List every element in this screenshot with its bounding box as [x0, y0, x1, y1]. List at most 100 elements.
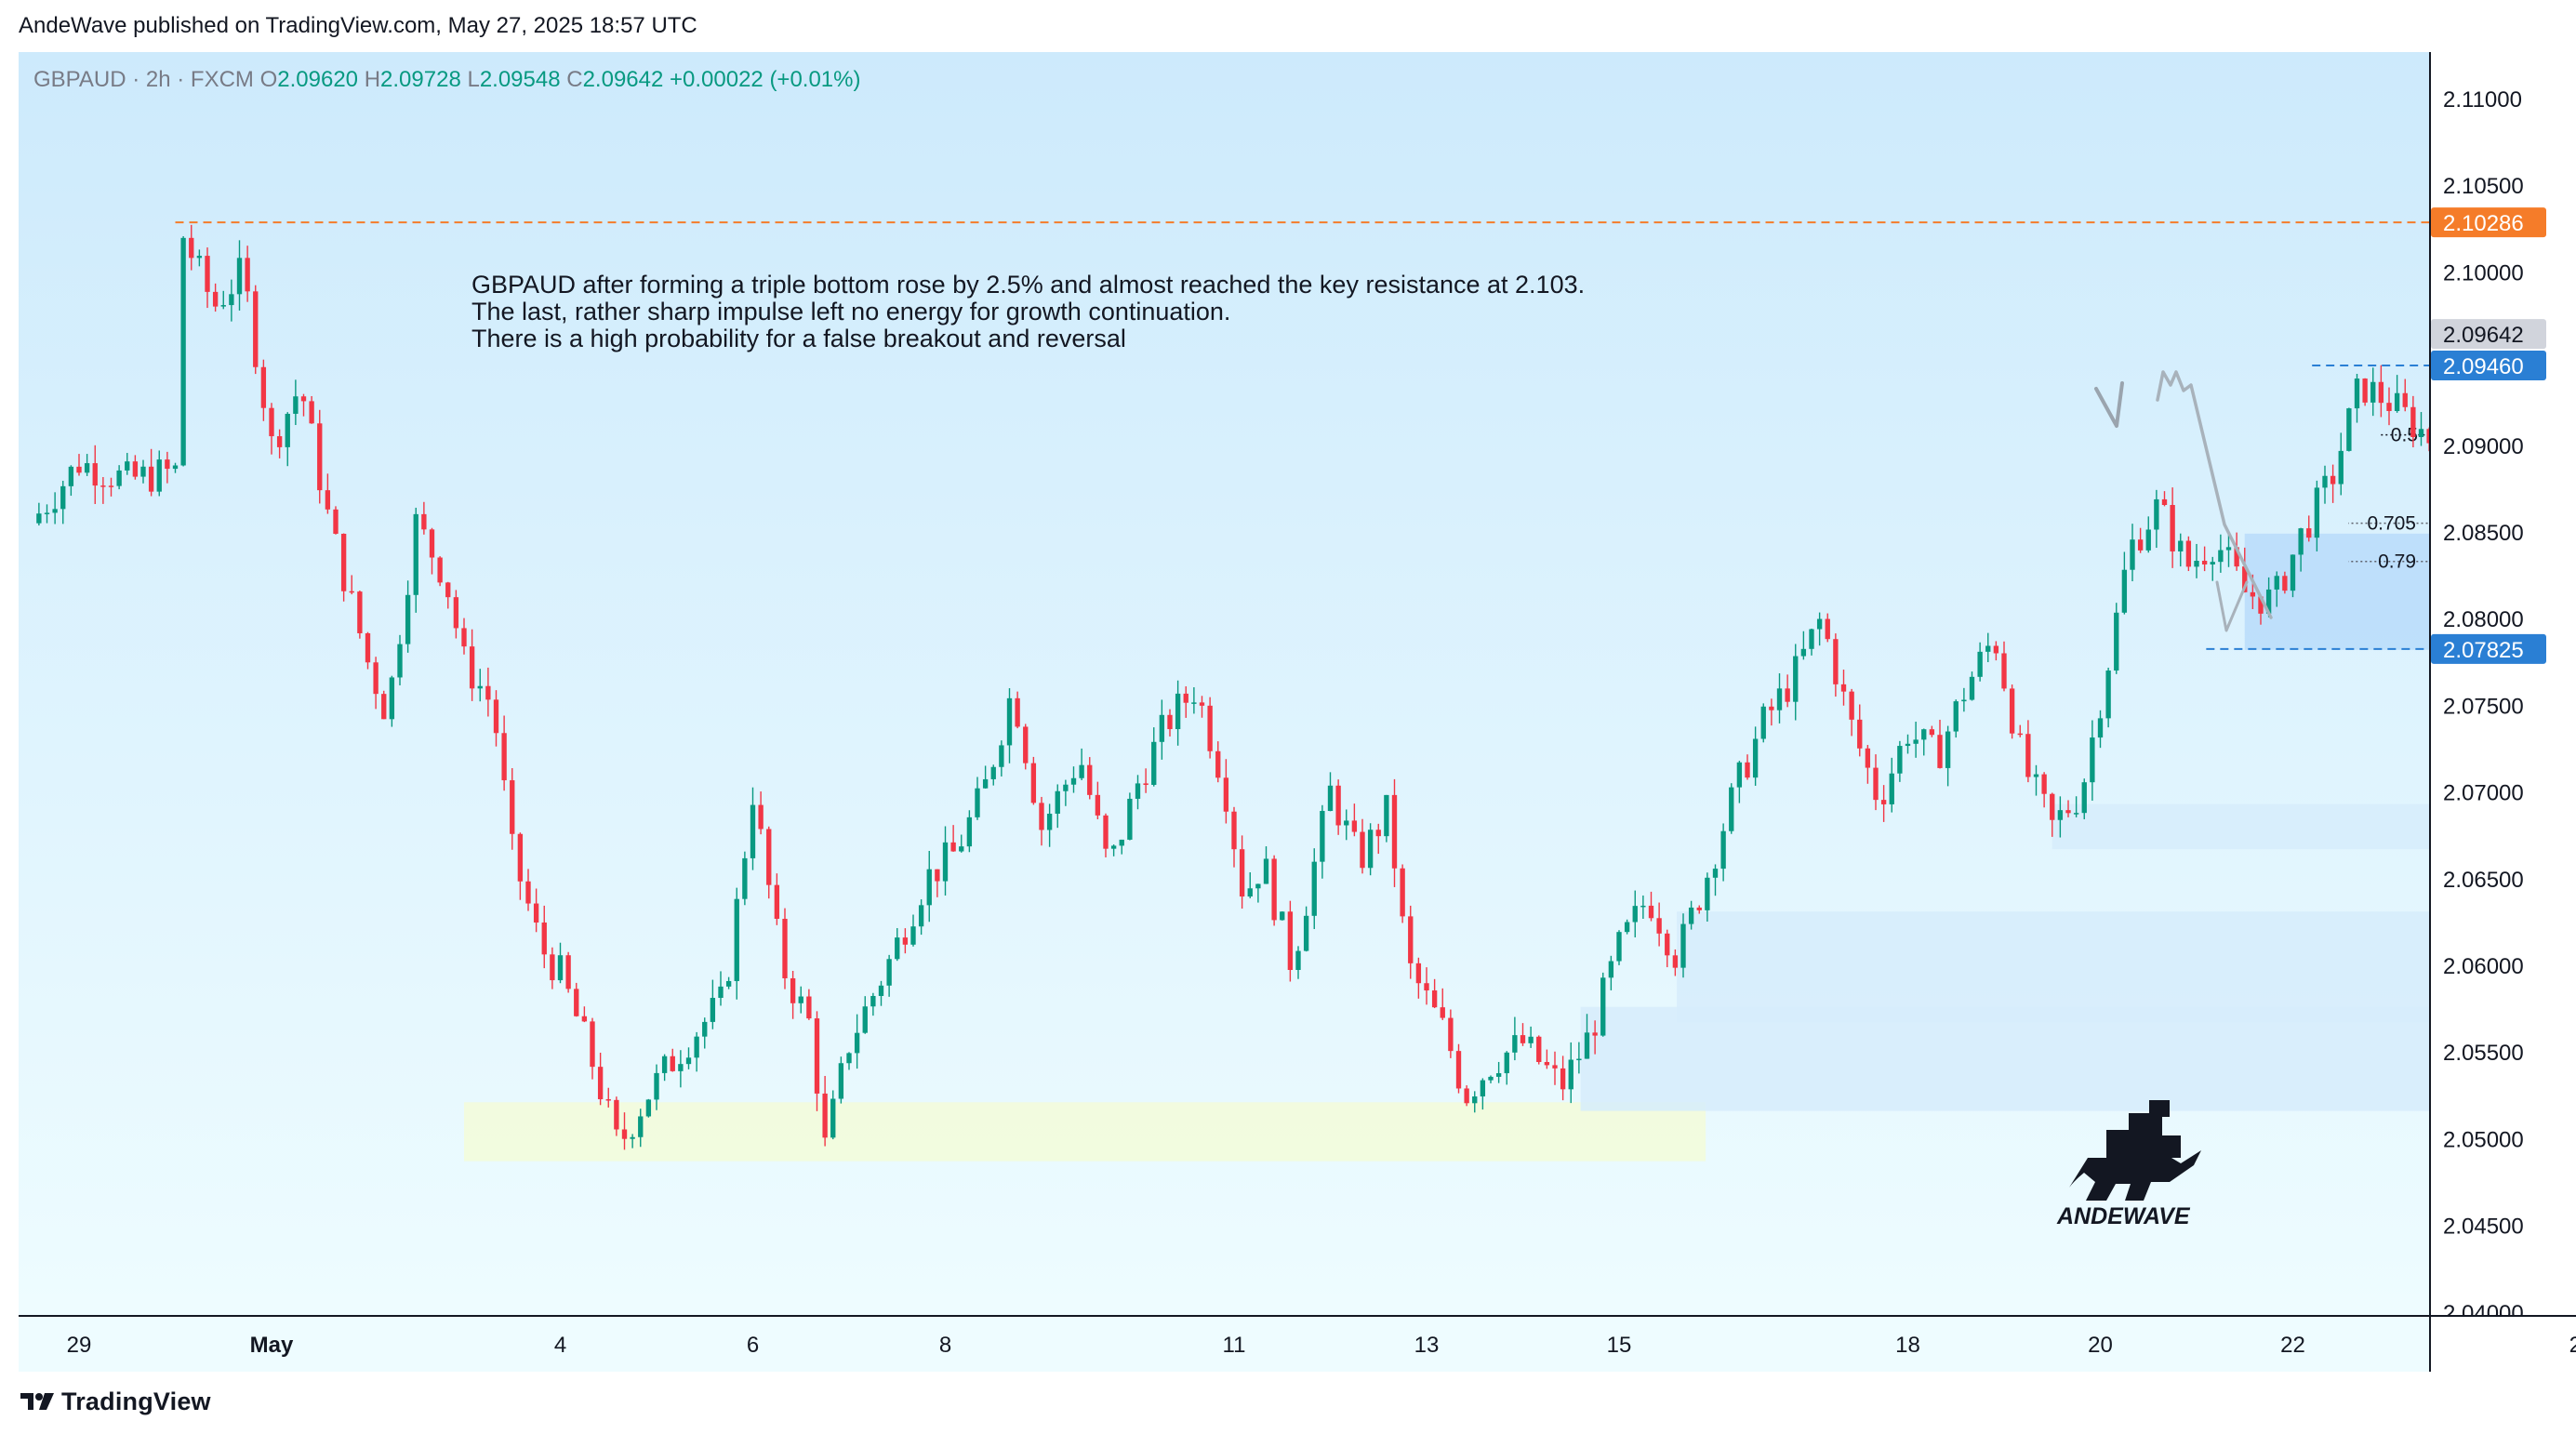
candle-body[interactable] — [1873, 767, 1879, 801]
candle-body[interactable] — [1110, 845, 1117, 849]
candle-body[interactable] — [2145, 529, 2151, 551]
candle-body[interactable] — [1023, 726, 1029, 763]
candle-body[interactable] — [966, 817, 973, 847]
candle-body[interactable] — [886, 959, 892, 986]
candle-body[interactable] — [1391, 794, 1398, 869]
candle-body[interactable] — [870, 995, 876, 1007]
candle-body[interactable] — [758, 804, 764, 830]
candle-body[interactable] — [2025, 734, 2031, 777]
candle-body[interactable] — [1600, 977, 1606, 1036]
candle-body[interactable] — [333, 509, 339, 534]
candle-body[interactable] — [325, 490, 331, 510]
candle-body[interactable] — [245, 258, 250, 292]
candle-body[interactable] — [293, 396, 299, 414]
candle-body[interactable] — [2459, 461, 2463, 483]
candle-body[interactable] — [1568, 1059, 1573, 1090]
candle-body[interactable] — [2467, 482, 2472, 484]
candle-body[interactable] — [1977, 651, 1983, 677]
candle-body[interactable] — [156, 459, 162, 492]
candle-body[interactable] — [1351, 820, 1358, 832]
candle-body[interactable] — [935, 869, 940, 882]
candle-body[interactable] — [276, 436, 283, 447]
candle-body[interactable] — [60, 485, 66, 510]
candle-body[interactable] — [2563, 567, 2568, 590]
candle-body[interactable] — [1247, 888, 1253, 897]
candle-body[interactable] — [1897, 746, 1903, 774]
candle-body[interactable] — [1833, 639, 1839, 684]
candle-body[interactable] — [2154, 498, 2159, 530]
projection-arrow-secondary[interactable] — [2156, 370, 2273, 619]
candle-body[interactable] — [125, 461, 130, 471]
candle-body[interactable] — [365, 632, 371, 663]
candle-body[interactable] — [100, 485, 106, 487]
candle-body[interactable] — [445, 582, 451, 598]
candle-body[interactable] — [1480, 1080, 1486, 1097]
candle-body[interactable] — [1055, 790, 1060, 814]
candle-body[interactable] — [2475, 484, 2479, 485]
candle-body[interactable] — [1640, 905, 1646, 908]
candle-body[interactable] — [340, 533, 347, 591]
candle-body[interactable] — [910, 926, 916, 945]
candle-body[interactable] — [1223, 777, 1229, 812]
candle-body[interactable] — [1311, 861, 1317, 916]
candle-body[interactable] — [1215, 750, 1221, 778]
candle-body[interactable] — [557, 955, 564, 981]
candle-body[interactable] — [895, 937, 900, 960]
candle-body[interactable] — [381, 694, 387, 720]
candle-body[interactable] — [1560, 1068, 1566, 1090]
candle-body[interactable] — [806, 996, 812, 1019]
candle-body[interactable] — [2137, 539, 2144, 551]
candle-body[interactable] — [2201, 561, 2208, 564]
candle-body[interactable] — [1816, 618, 1823, 630]
candle-body[interactable] — [2274, 576, 2279, 590]
candle-body[interactable] — [2346, 408, 2352, 451]
candle-body[interactable] — [317, 423, 323, 491]
candle-body[interactable] — [2114, 612, 2119, 671]
candle-body[interactable] — [373, 662, 378, 695]
candle-body[interactable] — [1576, 1058, 1582, 1061]
candle-body[interactable] — [1030, 763, 1037, 803]
candle-body[interactable] — [1263, 858, 1269, 884]
candle-body[interactable] — [975, 788, 980, 817]
candle-body[interactable] — [1696, 907, 1702, 910]
candle-body[interactable] — [1656, 918, 1662, 934]
candle-body[interactable] — [1360, 831, 1365, 869]
candle-body[interactable] — [1119, 839, 1124, 846]
candle-body[interactable] — [140, 466, 146, 477]
candle-body[interactable] — [959, 846, 964, 852]
candle-body[interactable] — [645, 1099, 652, 1117]
candle-body[interactable] — [2225, 547, 2232, 551]
candle-body[interactable] — [1953, 701, 1959, 732]
candle-body[interactable] — [453, 597, 459, 629]
candle-body[interactable] — [1271, 858, 1277, 921]
candle-body[interactable] — [2218, 550, 2224, 563]
candle-body[interactable] — [2130, 539, 2135, 570]
candle-body[interactable] — [2090, 737, 2095, 783]
candle-body[interactable] — [469, 646, 475, 689]
candle-body[interactable] — [1769, 706, 1774, 710]
candle-body[interactable] — [550, 954, 555, 981]
candle-body[interactable] — [1520, 1035, 1526, 1043]
candle-body[interactable] — [782, 919, 788, 978]
candle-body[interactable] — [2081, 782, 2087, 814]
candle-body[interactable] — [2234, 547, 2239, 567]
candle-body[interactable] — [710, 998, 716, 1022]
candle-body[interactable] — [525, 881, 531, 904]
candle-body[interactable] — [2121, 569, 2128, 613]
candle-body[interactable] — [1408, 916, 1414, 963]
candle-body[interactable] — [2250, 591, 2256, 597]
candle-body[interactable] — [1367, 830, 1374, 869]
candle-body[interactable] — [2194, 561, 2199, 567]
candle-body[interactable] — [269, 407, 274, 437]
candle-body[interactable] — [1151, 741, 1157, 785]
candle-body[interactable] — [2426, 429, 2431, 444]
candle-body[interactable] — [1159, 714, 1165, 742]
candle-body[interactable] — [1303, 915, 1309, 951]
candle-body[interactable] — [1736, 762, 1743, 788]
candle-body[interactable] — [1929, 729, 1935, 736]
candle-body[interactable] — [1079, 764, 1084, 778]
candle-body[interactable] — [1552, 1065, 1558, 1069]
candle-body[interactable] — [2097, 718, 2104, 738]
candle-body[interactable] — [2178, 540, 2184, 551]
